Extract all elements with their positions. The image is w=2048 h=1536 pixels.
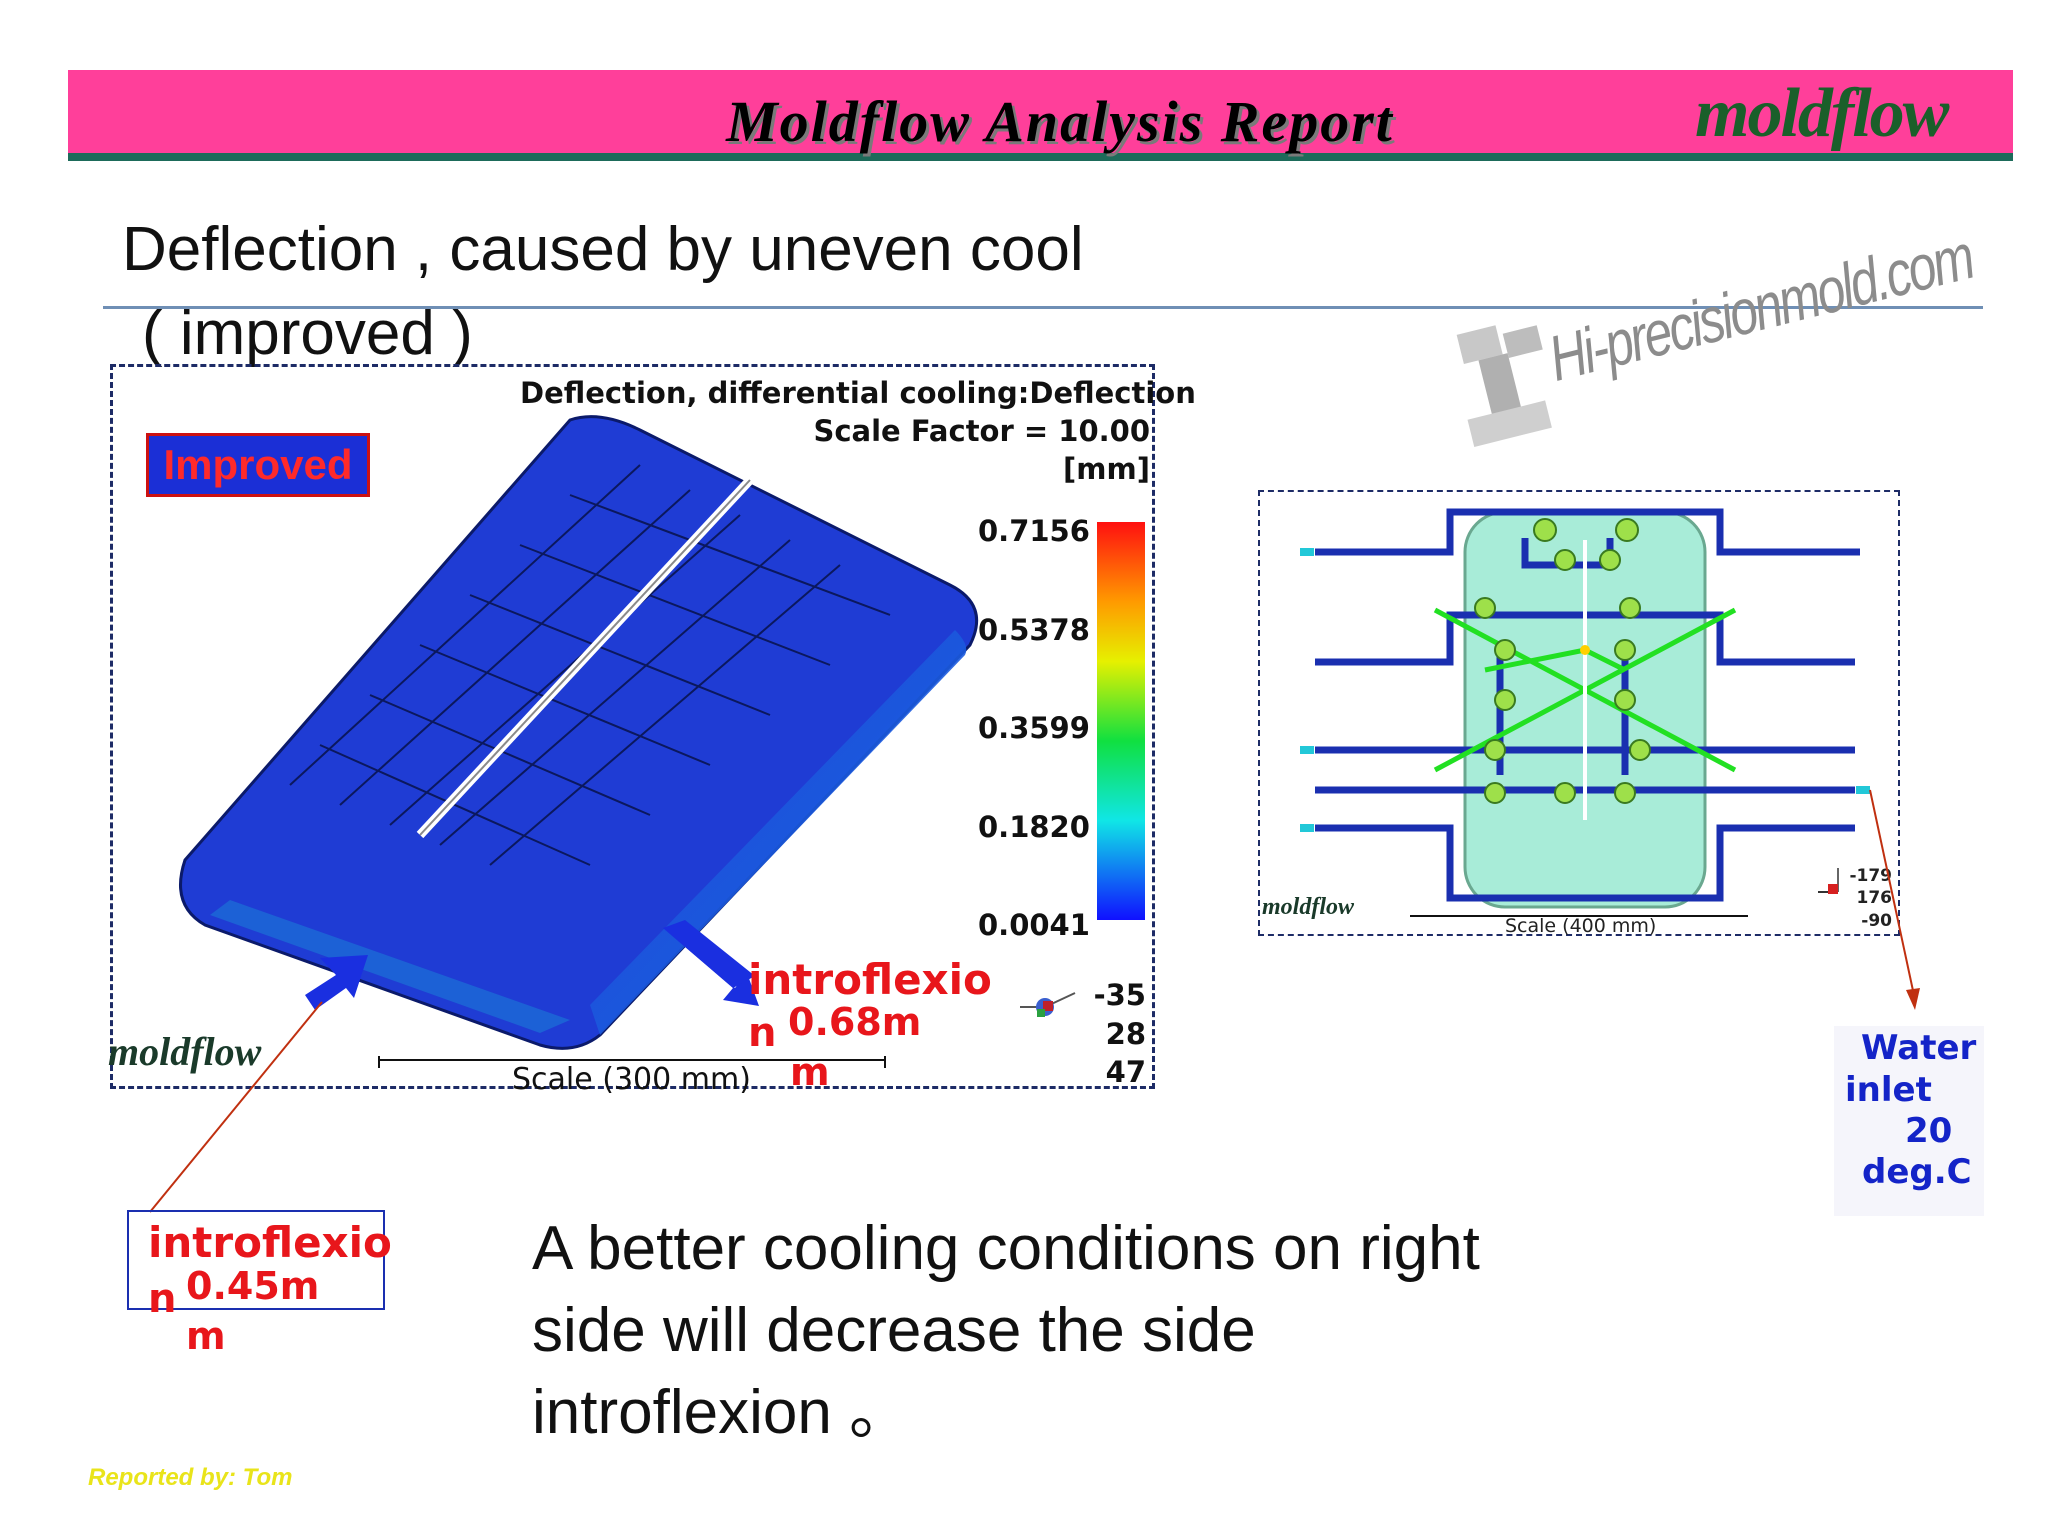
reporter-credit: Reported by: Tom: [88, 1464, 293, 1491]
title-rule: [103, 306, 1983, 309]
improved-label: Improved: [146, 433, 370, 497]
water-inlet-line2: inlet: [1845, 1070, 1932, 1110]
watermark-text: Hi-precisionmold.com: [1541, 220, 1980, 395]
view-angle-2: 28: [1105, 1017, 1146, 1051]
header-rule: [68, 153, 2013, 161]
moldflow-brand-logo: moldflow: [1695, 75, 1949, 152]
color-legend-bar: [1097, 522, 1145, 920]
introflexion-label-right-value: 0.68m: [788, 1000, 922, 1044]
introflexion-label-right-n: n: [748, 1010, 777, 1056]
mold-logo-icon: [1456, 325, 1552, 447]
view-angle-1: -35: [1093, 978, 1146, 1012]
moldflow-layout-logo: moldflow: [1262, 894, 1355, 920]
slide-title-line1: Deflection , caused by uneven cool: [122, 215, 1084, 284]
water-inlet-line3: 20: [1905, 1111, 1953, 1151]
water-inlet-box: [1834, 1026, 1984, 1216]
caption-line2: side will decrease the side: [532, 1296, 1256, 1365]
header-banner: [68, 70, 2013, 156]
watermark: Hi-precisionmold.com: [1430, 164, 1979, 447]
water-inlet-line1: Water: [1861, 1028, 1977, 1068]
scale-factor: Scale Factor = 10.00: [813, 414, 1150, 448]
axis-triad-icon: [1020, 992, 1076, 1017]
introflexion-label-left-n: n: [148, 1276, 177, 1322]
caption-line3: introflexion 。: [532, 1378, 912, 1447]
introflexion-arrow-right: [663, 920, 759, 1006]
conclusion-caption: A better cooling conditions on right sid…: [532, 1208, 1632, 1454]
slide-title: Deflection , caused by uneven cool ( imp…: [122, 208, 1084, 376]
legend-tick-3: 0.3599: [978, 711, 1090, 745]
layout-scale-bar-line: [1410, 915, 1748, 917]
layout-axis-triad-icon: [1818, 868, 1839, 894]
water-inlet-leader: [1869, 789, 1920, 1010]
introflexion-label-left-line1: introflexio: [148, 1218, 392, 1267]
legend-tick-max: 0.7156: [978, 514, 1090, 548]
result-unit: [mm]: [1063, 452, 1150, 486]
introflexion-label-left-unit: m: [186, 1314, 226, 1358]
layout-view-angle-1: -179: [1849, 866, 1892, 886]
view-angle-3: 47: [1105, 1055, 1146, 1089]
result-title: Deflection, differential cooling:Deflect…: [520, 376, 1196, 410]
introflexion-label-right-line1: introflexio: [748, 955, 992, 1004]
introflexion-arrow-left: [149, 955, 368, 1213]
layout-scale-bar-label: Scale (400 mm): [1505, 915, 1657, 937]
scale-bar-label: Scale (300 mm): [512, 1062, 751, 1097]
cooling-layout-frame: [1258, 490, 1900, 936]
legend-tick-4: 0.1820: [978, 810, 1090, 844]
slide-title-line2: ( improved ): [142, 299, 473, 368]
deflection-plot-frame: [110, 364, 1155, 1089]
legend-tick-2: 0.5378: [978, 613, 1090, 647]
introflexion-left-box: [127, 1210, 385, 1310]
water-inlet-line4: deg.C: [1862, 1152, 1972, 1192]
legend-tick-min: 0.0041: [978, 908, 1090, 942]
caption-line1: A better cooling conditions on right: [532, 1214, 1480, 1283]
layout-view-angle-3: -90: [1861, 911, 1892, 931]
introflexion-label-left-value: 0.45m: [186, 1264, 320, 1308]
moldflow-figure-logo: moldflow: [108, 1029, 262, 1074]
report-title: Moldflow Analysis Report: [726, 89, 1394, 154]
cooling-channel-layout-image: [1300, 508, 1870, 909]
scale-bar-line: [378, 1056, 886, 1068]
introflexion-label-right-unit: m: [790, 1050, 830, 1094]
layout-view-angle-2: 176: [1856, 888, 1893, 908]
